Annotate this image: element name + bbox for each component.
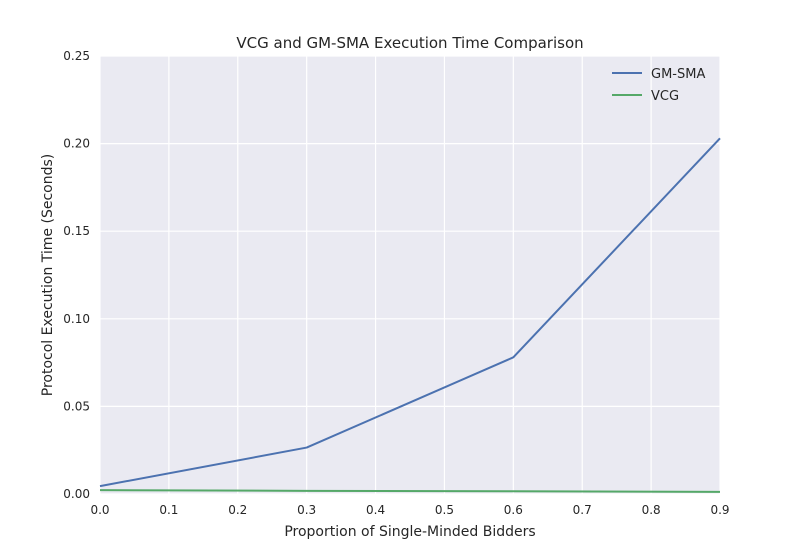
x-tick-label: 0.8	[642, 503, 661, 517]
y-tick-labels: 0.00 0.05 0.10 0.15 0.20 0.25	[63, 49, 90, 501]
x-tick-label: 0.1	[159, 503, 178, 517]
legend: GM-SMA VCG	[612, 67, 705, 104]
legend-label-vcg: VCG	[651, 89, 679, 104]
series-line-gm-sma	[99, 137, 721, 488]
y-tick-label: 0.00	[63, 487, 90, 501]
series-line-vcg	[99, 489, 721, 493]
plot-background	[100, 56, 720, 494]
chart-title: VCG and GM-SMA Execution Time Comparison	[236, 34, 583, 52]
x-tick-label: 0.4	[366, 503, 385, 517]
y-tick-label: 0.15	[63, 224, 90, 238]
x-tick-labels: 0.0 0.1 0.2 0.3 0.4 0.5 0.6 0.7 0.8 0.9	[90, 503, 729, 517]
x-axis-label: Proportion of Single-Minded Bidders	[284, 524, 535, 540]
x-tick-label: 0.9	[710, 503, 729, 517]
y-tick-label: 0.05	[63, 399, 90, 413]
x-tick-label: 0.6	[504, 503, 523, 517]
x-tick-label: 0.7	[573, 503, 592, 517]
y-tick-label: 0.10	[63, 312, 90, 326]
legend-label-gm-sma: GM-SMA	[651, 67, 705, 82]
y-tick-label: 0.20	[63, 137, 90, 151]
series-lines	[99, 137, 721, 493]
x-tick-label: 0.0	[90, 503, 109, 517]
x-tick-label: 0.2	[228, 503, 247, 517]
y-tick-label: 0.25	[63, 49, 90, 63]
x-tick-label: 0.5	[435, 503, 454, 517]
y-axis-label: Protocol Execution Time (Seconds)	[40, 154, 56, 396]
x-tick-label: 0.3	[297, 503, 316, 517]
grid	[99, 55, 721, 495]
